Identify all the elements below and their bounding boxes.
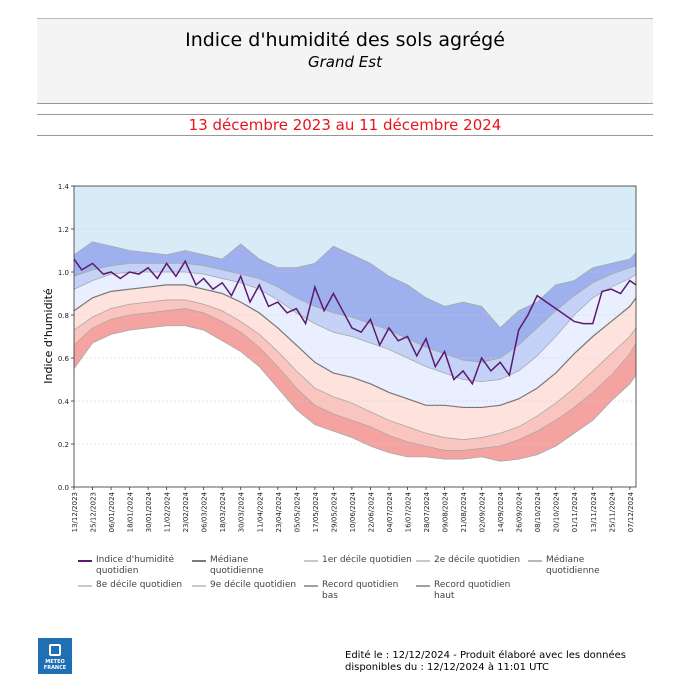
y-tick-label: 1.0 [58,269,69,277]
x-tick-label: 18/01/2024 [127,491,135,532]
legend-item: Indice d'humidité quotidien [78,555,188,577]
plot-frame [73,185,637,488]
x-tick-label: 10/06/2024 [349,491,357,532]
chart-lines [73,241,637,462]
legend-swatch [416,585,430,587]
y-tick-label: 0.2 [58,441,69,449]
y-tick-label: 1.2 [58,226,69,234]
logo-text: METEO FRANCE [38,659,72,671]
x-tick-label: 21/08/2024 [460,491,468,532]
x-tick-label: 17/05/2024 [312,491,320,532]
legend-swatch [192,585,206,587]
x-tick-label: 30/03/2024 [238,491,246,532]
band-record-bas-d1 [74,308,636,462]
x-tick-label: 25/12/2023 [90,492,98,532]
x-tick-label: 04/07/2024 [386,491,394,532]
series-line-indice-quotidien [73,258,637,386]
x-tick-label: 25/11/2024 [608,491,616,532]
chart-axes: 0.0 0.2 0.4 0.6 0.8 1.0 1.2 1.4 13/12/2023 25/12/… [58,183,637,532]
series-line-record-quotidien-haut [73,241,637,329]
x-tick-label: 07/12/2024 [627,491,635,532]
y-tick-label: 0.6 [58,355,70,363]
chart-bands [74,186,636,487]
x-tick-label: 05/05/2024 [293,491,301,532]
legend-label: Record quotidien bas [322,580,399,601]
x-tick-label: 11/04/2024 [256,491,264,532]
x-tick-label: 06/03/2024 [201,491,209,532]
legend-item: Record quotidien bas [304,580,404,602]
legend-label: 9e décile quotidien [210,580,297,590]
legend-label: Indice d'humidité quotidien [96,555,175,576]
band-median-d8 [74,272,636,408]
footer-line1: Edité le : 12/12/2024 - Produit élaboré … [345,650,626,661]
band-d1-d2 [74,299,636,451]
legend-item: 8e décile quotidien [78,580,188,591]
series-line-8e-d-cile-quotidien [73,271,637,383]
logo-line1: METEO [45,659,65,665]
x-tick-label: 23/02/2024 [182,491,190,532]
x-tick-label: 29/05/2024 [330,491,338,532]
series-line-9e-d-cile-quotidien [73,262,637,363]
y-tick-label: 0.8 [58,312,69,320]
title-panel: Indice d'humidité des sols agrégé Grand … [37,18,653,104]
legend-item: Médiane quotidienne [192,555,292,577]
legend-label: Médiane quotidienne [210,555,264,576]
legend-label: Record quotidien haut [434,580,511,601]
legend-item: 2e décile quotidien [416,555,526,566]
legend-swatch [78,560,92,562]
x-tick-label: 11/02/2024 [164,491,172,532]
footer-line2: disponibles du : 12/12/2024 à 11:01 UTC [345,662,549,673]
legend-swatch [304,560,318,562]
y-axis-label: Indice d'humidité [42,288,55,384]
y-tick-label: 0.0 [58,484,69,492]
band-d2-median [74,284,636,440]
legend-item: Record quotidien haut [416,580,516,602]
chart-title: Indice d'humidité des sols agrégé [185,29,505,51]
x-tick-label: 14/09/2024 [497,491,505,532]
legend-swatch [304,585,318,587]
x-tick-label: 13/12/2023 [71,492,79,532]
x-tick-label: 18/03/2024 [219,491,227,532]
x-tick-label: 02/09/2024 [479,491,487,532]
logo-mark-icon [49,644,61,656]
x-tick-label: 06/01/2024 [108,491,116,532]
band-d9-record-haut [74,241,636,363]
x-tick-label: 20/10/2024 [553,491,561,532]
meteo-france-logo: METEO FRANCE [38,638,72,674]
x-tick-label: 13/11/2024 [590,491,598,532]
legend-swatch [78,585,92,587]
legend-label: Médiane quotidienne [546,555,600,576]
x-tick-label: 09/08/2024 [442,491,450,532]
band-d8-d9 [74,263,636,382]
x-tick-label: 23/04/2024 [275,491,283,532]
x-tick-label: 01/11/2024 [571,491,579,532]
legend-item: 9e décile quotidien [192,580,302,591]
y-tick-label: 1.4 [58,183,70,191]
legend-label: 8e décile quotidien [96,580,183,590]
x-tick-label: 22/06/2024 [367,491,375,532]
x-tick-label: 28/07/2024 [423,491,431,532]
legend-swatch [528,560,542,562]
y-tick-label: 0.4 [58,398,70,406]
legend-label: 1er décile quotidien [322,555,412,565]
series-line-m-diane-quotidienne [73,284,637,409]
period-label: 13 décembre 2023 au 11 décembre 2024 [188,116,502,134]
x-tick-label: 26/09/2024 [516,491,524,532]
x-tick-label: 16/07/2024 [404,491,412,532]
period-panel: 13 décembre 2023 au 11 décembre 2024 [37,114,653,136]
x-tick-label: 30/01/2024 [145,491,153,532]
legend-item: Médiane quotidienne [528,555,628,577]
legend-label: 2e décile quotidien [434,555,521,565]
x-tick-label: 08/10/2024 [534,491,542,532]
legend-swatch [416,560,430,562]
legend-item: 1er décile quotidien [304,555,414,566]
chart-subtitle: Grand Est [308,53,382,71]
series-line-2e-d-cile-quotidien [73,299,637,441]
logo-line2: FRANCE [43,665,67,671]
footer-note: Edité le : 12/12/2024 - Produit élaboré … [345,650,626,674]
series-line-record-quotidien-bas [73,325,637,462]
legend-swatch [192,560,206,562]
series-line-1er-d-cile-quotidien [73,308,637,451]
